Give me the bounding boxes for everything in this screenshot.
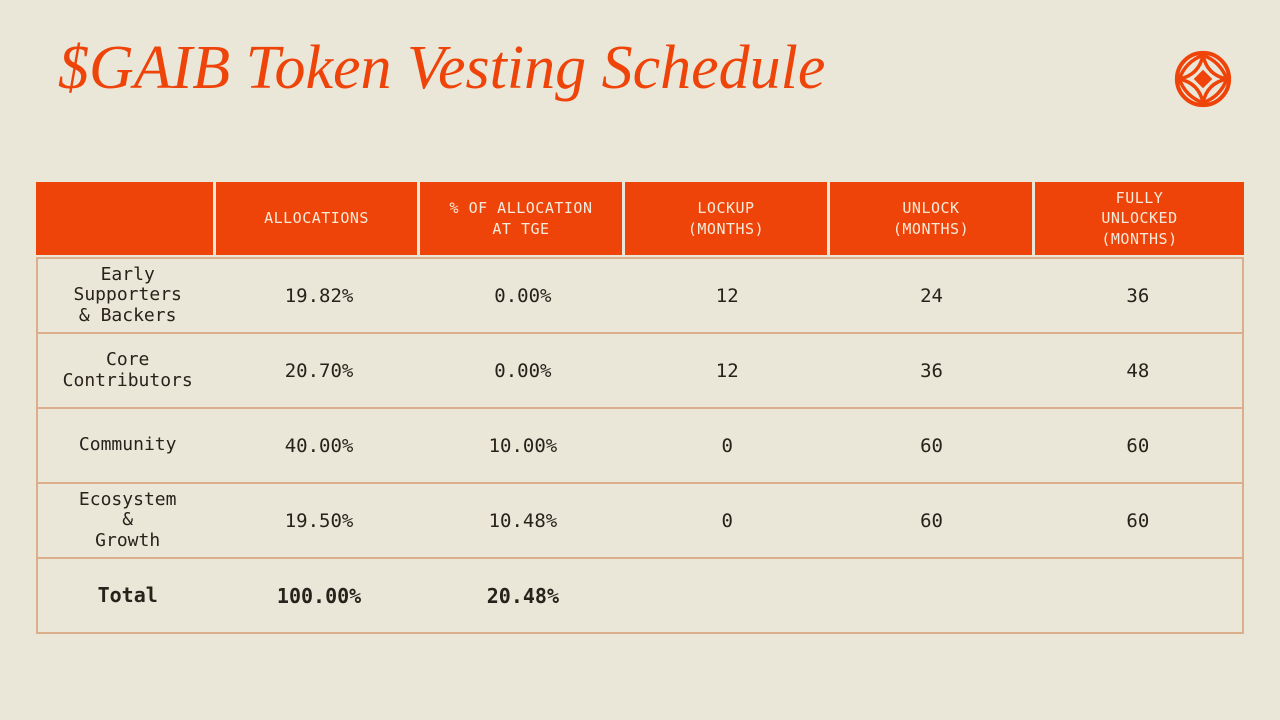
cell-tge: 0.00% xyxy=(494,359,552,382)
row-category: Core Contributors xyxy=(62,349,193,391)
cell-tge: 10.00% xyxy=(488,434,558,457)
cell-allocations: 19.50% xyxy=(284,509,354,532)
gaib-logo-icon xyxy=(1174,50,1232,108)
cell-tge: 10.48% xyxy=(488,509,558,532)
cell-lockup: 0 xyxy=(721,434,733,457)
cell-allocations: 40.00% xyxy=(284,434,354,457)
cell-fully-unlocked: 60 xyxy=(1126,509,1150,532)
header-cell-tge: % OF ALLOCATION AT TGE xyxy=(420,182,625,255)
cell-unlock: 60 xyxy=(920,434,943,457)
cell-allocations: 19.82% xyxy=(284,284,354,307)
vesting-table: ALLOCATIONS % OF ALLOCATION AT TGE LOCKU… xyxy=(36,182,1244,634)
cell-unlock: 60 xyxy=(920,509,943,532)
row-category: Early Supporters & Backers xyxy=(73,264,182,326)
row-category: Ecosystem & Growth xyxy=(78,489,177,551)
table-row-early-supporters: Early Supporters & Backers 19.82% 0.00% … xyxy=(38,259,1242,332)
table-body: Early Supporters & Backers 19.82% 0.00% … xyxy=(36,257,1244,634)
cell-lockup xyxy=(625,559,829,632)
table-row-total: Total 100.00% 20.48% xyxy=(38,557,1242,632)
page-title: $GAIB Token Vesting Schedule xyxy=(58,34,826,102)
header-cell-allocations: ALLOCATIONS xyxy=(216,182,420,255)
cell-lockup: 12 xyxy=(715,359,739,382)
table-header-row: ALLOCATIONS % OF ALLOCATION AT TGE LOCKU… xyxy=(36,182,1244,255)
cell-lockup: 0 xyxy=(721,509,733,532)
cell-unlock xyxy=(829,559,1033,632)
header-cell-lockup: LOCKUP (MONTHS) xyxy=(625,182,830,255)
table-row-ecosystem-growth: Ecosystem & Growth 19.50% 10.48% 0 60 60 xyxy=(38,482,1242,557)
table-row-community: Community 40.00% 10.00% 0 60 60 xyxy=(38,407,1242,482)
cell-lockup: 12 xyxy=(715,284,739,307)
header-cell-unlock: UNLOCK (MONTHS) xyxy=(830,182,1035,255)
row-category: Total xyxy=(97,583,158,608)
cell-tge: 20.48% xyxy=(486,583,559,608)
header-cell-category xyxy=(36,182,216,255)
row-category: Community xyxy=(78,434,177,456)
table-row-core-contributors: Core Contributors 20.70% 0.00% 12 36 48 xyxy=(38,332,1242,407)
cell-allocations: 20.70% xyxy=(284,359,354,382)
cell-tge: 0.00% xyxy=(494,284,552,307)
cell-unlock: 24 xyxy=(920,284,943,307)
cell-fully-unlocked xyxy=(1034,559,1242,632)
header-cell-fully-unlocked: FULLY UNLOCKED (MONTHS) xyxy=(1035,182,1244,255)
cell-allocations: 100.00% xyxy=(276,583,362,608)
cell-fully-unlocked: 48 xyxy=(1126,359,1150,382)
cell-unlock: 36 xyxy=(920,359,943,382)
cell-fully-unlocked: 36 xyxy=(1126,284,1150,307)
cell-fully-unlocked: 60 xyxy=(1126,434,1150,457)
